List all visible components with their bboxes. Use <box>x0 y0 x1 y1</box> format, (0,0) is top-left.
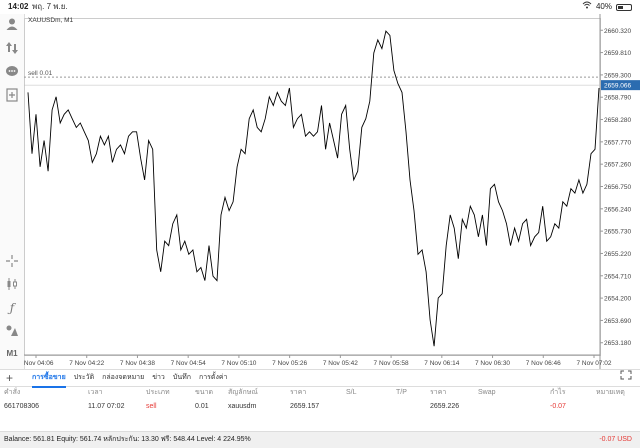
price-series-line <box>27 30 600 347</box>
table-cell: 0.01 <box>195 403 209 410</box>
status-time: 14:02 <box>8 2 29 11</box>
column-header: S/L <box>346 389 357 396</box>
tab-1[interactable]: ประวัติ <box>73 374 95 381</box>
battery-icon <box>616 3 632 11</box>
terminal-tabs: + การซื้อขาย ประวัติ กล่องจดหมาย ข่าว บันทึก… <box>0 369 640 388</box>
column-header: หมายเหตุ <box>596 389 625 396</box>
balance-summary: Balance: 561.81 Equity: 561.74 หลักประกั… <box>4 436 251 443</box>
x-tick-label: 7 Nov 05:42 <box>323 360 358 367</box>
tabs-container: การซื้อขาย ประวัติ กล่องจดหมาย ข่าว บันทึก กา… <box>32 370 227 388</box>
total-profit: -0.07 USD <box>599 436 632 443</box>
tab-4[interactable]: บันทึก <box>172 374 191 381</box>
y-tick-label: 2655.730 <box>604 229 631 236</box>
table-header-row: คำสั่ง เวลา ประเภท ขนาด สัญลักษณ์ ราคา S/L T/P ร… <box>0 386 640 400</box>
table-cell: sell <box>146 403 157 410</box>
trade-table: คำสั่ง เวลา ประเภท ขนาด สัญลักษณ์ ราคา S/L T/P ร… <box>0 386 640 414</box>
crosshair-icon[interactable] <box>4 254 20 270</box>
chat-icon[interactable] <box>4 65 20 81</box>
x-tick-label: 7 Nov 05:26 <box>272 360 307 367</box>
table-cell: 11.07 07:02 <box>88 403 125 410</box>
price-chart[interactable]: 2660.320 2659.810 2659.300 2659.066 2658.790… <box>24 14 640 369</box>
x-tick-label: 7 Nov 07:02 <box>576 360 611 367</box>
column-header: ขนาด <box>195 389 214 396</box>
y-tick-label: 2658.790 <box>604 95 631 102</box>
column-header: กำไร <box>550 389 566 396</box>
y-tick-label: 2654.710 <box>604 273 631 280</box>
symbol-label: XAUUSDm, M1 <box>28 17 74 24</box>
x-tick-label: 7 Nov 04:22 <box>69 360 104 367</box>
column-header: ราคา <box>290 389 307 396</box>
y-tick-label: 2659.066 <box>604 83 631 90</box>
new-order-icon[interactable] <box>4 88 20 104</box>
balance-bar: Balance: 561.81 Equity: 561.74 หลักประกั… <box>0 431 640 448</box>
y-tick-label: 2657.260 <box>604 162 631 169</box>
tab-3[interactable]: ข่าว <box>152 374 165 381</box>
y-tick-label: 2656.750 <box>604 184 631 191</box>
add-button[interactable]: + <box>6 371 14 385</box>
left-toolbar: ƒ M1 <box>0 14 25 369</box>
y-tick-label: 2659.810 <box>604 50 631 57</box>
expand-icon[interactable] <box>620 370 632 386</box>
x-tick-label: 7 Nov 04:54 <box>171 360 206 367</box>
y-tick-label: 2653.690 <box>604 318 631 325</box>
battery-percent: 40% <box>595 2 612 11</box>
objects-icon[interactable] <box>4 323 20 339</box>
y-tick-label: 2657.770 <box>604 139 631 146</box>
chart-canvas: 2660.320 2659.810 2659.300 2659.066 2658.790… <box>24 14 640 369</box>
y-tick-label: 2654.200 <box>604 296 631 303</box>
column-header: ราคา <box>430 389 447 396</box>
table-row[interactable]: 661708306 11.07 07:02 sell 0.01 xauusdm 2659.… <box>0 400 640 414</box>
timeframe-button[interactable]: M1 <box>6 349 18 358</box>
function-icon[interactable]: ƒ <box>9 301 15 315</box>
column-header: เวลา <box>88 389 103 396</box>
x-tick-label: 7 Nov 04:38 <box>120 360 155 367</box>
table-cell: 2659.226 <box>430 403 460 410</box>
table-cell: -0.07 <box>550 403 566 410</box>
y-tick-label: 2658.280 <box>604 117 631 124</box>
wifi-icon <box>582 0 592 14</box>
plot-frame <box>24 18 601 356</box>
y-tick-label: 2659.300 <box>604 72 631 79</box>
tab-2[interactable]: กล่องจดหมาย <box>102 374 145 381</box>
tab-0[interactable]: การซื้อขาย <box>32 370 66 388</box>
order-line-label: sell 0.01 <box>28 70 53 77</box>
x-tick-label: 7 Nov 04:06 <box>24 360 54 367</box>
column-header: ประเภท <box>146 389 170 396</box>
x-tick-label: 7 Nov 06:46 <box>526 360 561 367</box>
column-header: สัญลักษณ์ <box>228 389 258 396</box>
candlestick-icon[interactable] <box>4 277 20 293</box>
x-tick-label: 7 Nov 05:58 <box>374 360 409 367</box>
table-cell: 661708306 <box>4 403 40 410</box>
y-tick-label: 2655.220 <box>604 251 631 258</box>
x-tick-label: 7 Nov 05:10 <box>221 360 256 367</box>
x-tick-label: 7 Nov 06:14 <box>424 360 459 367</box>
tab-5[interactable]: การตั้งค่า <box>198 374 228 381</box>
status-right: 40% <box>582 0 632 14</box>
status-bar: 14:02 พฤ. 7 พ.ย. 40% <box>0 0 640 14</box>
column-header: T/P <box>396 389 407 396</box>
y-tick-label: 2656.240 <box>604 206 631 213</box>
y-tick-label: 2653.180 <box>604 340 631 347</box>
x-tick-label: 7 Nov 06:30 <box>475 360 510 367</box>
account-icon[interactable] <box>4 17 20 33</box>
table-cell: 2659.157 <box>290 403 320 410</box>
status-date: พฤ. 7 พ.ย. <box>32 2 68 11</box>
y-tick-label: 2660.320 <box>604 28 631 35</box>
current-price-tag <box>601 80 640 91</box>
column-header: Swap <box>478 389 496 396</box>
table-cell: xauusdm <box>228 403 257 410</box>
trade-arrows-icon[interactable] <box>4 41 20 57</box>
column-header: คำสั่ง <box>4 389 21 396</box>
